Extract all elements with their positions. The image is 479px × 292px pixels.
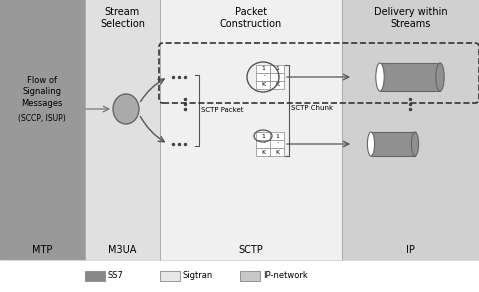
Text: 1: 1 xyxy=(275,67,279,72)
Ellipse shape xyxy=(367,132,375,156)
Text: (SCCP, ISUP): (SCCP, ISUP) xyxy=(18,114,66,124)
Bar xyxy=(256,65,270,73)
Text: SCTP Chunk: SCTP Chunk xyxy=(291,105,333,112)
Bar xyxy=(270,140,284,148)
Bar xyxy=(0,0,85,260)
Text: K: K xyxy=(261,83,265,88)
Text: IP-network: IP-network xyxy=(263,272,308,281)
Text: ·: · xyxy=(276,140,278,149)
Text: MTP: MTP xyxy=(32,245,53,255)
Ellipse shape xyxy=(411,132,419,156)
Text: SS7: SS7 xyxy=(108,272,124,281)
Bar xyxy=(256,73,270,81)
Text: K: K xyxy=(261,150,265,154)
Text: SCTP Packet: SCTP Packet xyxy=(201,107,243,114)
Text: Packet
Construction: Packet Construction xyxy=(220,7,282,29)
Text: ·: · xyxy=(276,72,278,81)
Bar xyxy=(256,132,270,140)
Bar xyxy=(256,148,270,156)
Text: M3UA: M3UA xyxy=(108,245,137,255)
Bar xyxy=(240,271,260,281)
Text: K: K xyxy=(275,150,279,154)
Text: Delivery within
Streams: Delivery within Streams xyxy=(374,7,447,29)
Bar xyxy=(160,271,180,281)
Ellipse shape xyxy=(376,63,384,91)
Ellipse shape xyxy=(113,94,139,124)
Bar xyxy=(0,260,479,292)
Text: ·: · xyxy=(262,72,264,81)
Bar xyxy=(256,140,270,148)
Text: 1: 1 xyxy=(261,67,265,72)
Text: Sigtran: Sigtran xyxy=(183,272,213,281)
Bar xyxy=(270,148,284,156)
Bar xyxy=(160,0,342,260)
Text: K: K xyxy=(275,83,279,88)
Bar xyxy=(85,271,105,281)
Text: 1: 1 xyxy=(261,133,265,138)
Bar xyxy=(85,0,160,260)
Text: Flow of
Signaling
Messages: Flow of Signaling Messages xyxy=(21,76,63,108)
Text: 1: 1 xyxy=(275,133,279,138)
Bar xyxy=(270,81,284,89)
Text: SCTP: SCTP xyxy=(239,245,263,255)
Ellipse shape xyxy=(436,63,444,91)
Bar xyxy=(270,73,284,81)
Text: IP: IP xyxy=(406,245,415,255)
Bar xyxy=(256,81,270,89)
Bar xyxy=(380,63,440,91)
Text: Stream
Selection: Stream Selection xyxy=(100,7,145,29)
Bar xyxy=(270,132,284,140)
Bar xyxy=(371,132,415,156)
Bar xyxy=(270,65,284,73)
Text: ·: · xyxy=(262,140,264,149)
Bar xyxy=(342,0,479,260)
